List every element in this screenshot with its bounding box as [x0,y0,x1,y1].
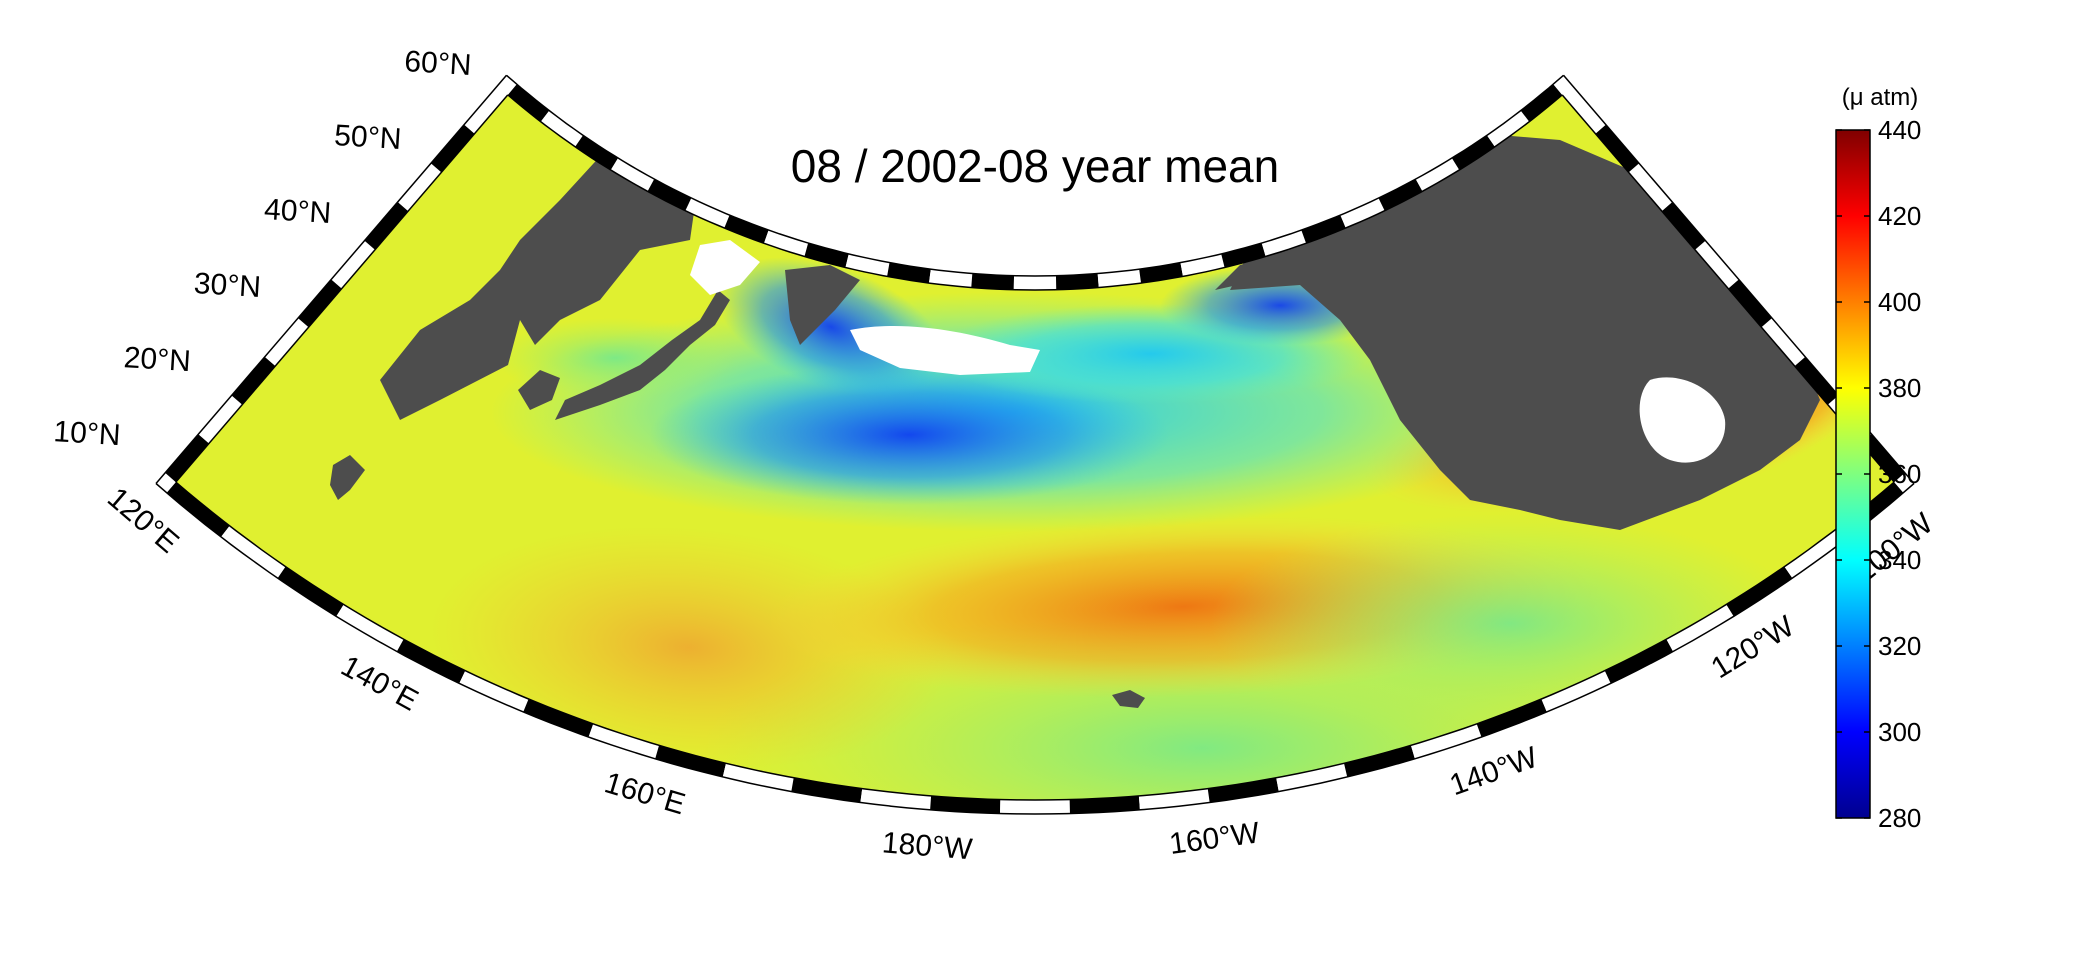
colorbar-tick-label: 440 [1878,115,1921,145]
colorbar-tick-label: 340 [1878,545,1921,575]
colorbar: (μ atm) 280 300 320 340 360 380 400 420 440 [1836,84,1921,833]
colorbar-unit: (μ atm) [1842,84,1919,111]
lat-label-10: 10°N [53,415,122,452]
colorbar-tick-label: 360 [1878,459,1921,489]
frame-border [1070,803,1140,807]
frame-border [1000,807,1070,808]
frame-border [888,270,930,277]
colorbar-tick-label: 420 [1878,201,1921,231]
lon-label-160w: 160°W [1167,816,1262,861]
frame-border [861,796,930,803]
frame-border [1056,281,1098,283]
frame-border [931,803,1001,807]
lat-label-60: 60°N [403,45,472,82]
frame-border [972,281,1014,283]
lat-label-30: 30°N [193,267,262,304]
colorbar-tick-label: 280 [1878,803,1921,833]
colorbar-tick-label: 300 [1878,717,1921,747]
lon-label-140w: 140°W [1446,741,1543,803]
lon-label-160e: 160°E [601,766,689,821]
frame-border [1139,796,1208,803]
frame-border [930,276,972,280]
lat-label-50: 50°N [333,119,402,156]
lat-label-20: 20°N [123,341,192,378]
lat-label-40: 40°N [263,193,332,230]
colorbar-tick-label: 400 [1878,287,1921,317]
frame-border [847,261,888,270]
frame-border [1098,276,1140,280]
colorbar-tick-label: 320 [1878,631,1921,661]
lon-label-140e: 140°E [336,649,424,717]
colorbar-tick-label: 380 [1878,373,1921,403]
map-title: 08 / 2002-08 year mean [791,140,1279,192]
frame-border [1182,261,1223,270]
lon-label-180w: 180°W [881,826,974,866]
frame-border [1140,270,1182,277]
